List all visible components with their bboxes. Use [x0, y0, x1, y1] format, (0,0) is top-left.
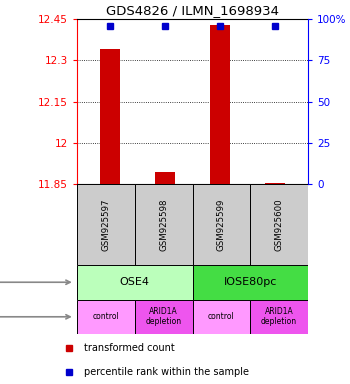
Text: ARID1A
depletion: ARID1A depletion [146, 307, 182, 326]
Bar [250, 300, 308, 334]
Bar [135, 300, 192, 334]
Bar [77, 265, 193, 300]
Bar [250, 184, 308, 265]
Text: IOSE80pc: IOSE80pc [224, 277, 277, 287]
Bar [193, 265, 308, 300]
Bar [77, 300, 135, 334]
Text: GSM925599: GSM925599 [217, 199, 226, 251]
Bar [265, 183, 285, 184]
Text: transformed count: transformed count [84, 343, 175, 353]
Title: GDS4826 / ILMN_1698934: GDS4826 / ILMN_1698934 [106, 3, 279, 17]
Bar [193, 300, 250, 334]
Text: control: control [92, 312, 119, 321]
Text: GSM925598: GSM925598 [159, 199, 168, 251]
Text: GSM925600: GSM925600 [275, 198, 284, 251]
Bar [155, 172, 175, 184]
Bar [100, 50, 120, 184]
Text: percentile rank within the sample: percentile rank within the sample [84, 366, 249, 377]
Text: ARID1A
depletion: ARID1A depletion [261, 307, 297, 326]
Text: GSM925597: GSM925597 [102, 199, 110, 251]
Text: cell line: cell line [0, 277, 70, 287]
Text: protocol: protocol [0, 312, 70, 322]
Bar [77, 184, 135, 265]
Bar [193, 184, 250, 265]
Text: OSE4: OSE4 [120, 277, 150, 287]
Text: control: control [208, 312, 235, 321]
Bar [210, 25, 230, 184]
Bar [135, 184, 192, 265]
